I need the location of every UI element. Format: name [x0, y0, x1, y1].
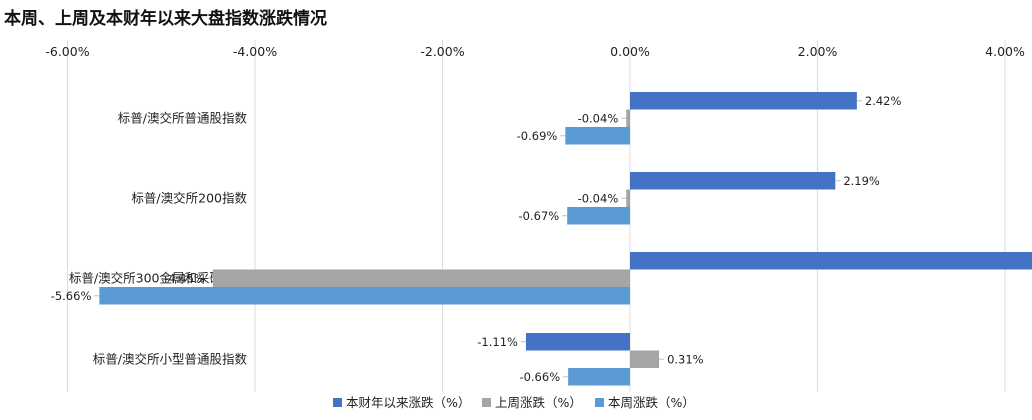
- bars: [99, 92, 1032, 386]
- legend-swatch: [333, 398, 342, 407]
- category-labels: 标普/澳交所普通股指数标普/澳交所200指数标普/澳交所300金属和采矿指数标普…: [69, 110, 248, 366]
- data-label: 2.42%: [865, 94, 902, 108]
- bar: [630, 172, 836, 190]
- data-label: 2.19%: [843, 174, 880, 188]
- x-tick-label: 4.00%: [985, 44, 1025, 59]
- x-tick-label: 0.00%: [610, 44, 650, 59]
- data-label: -5.66%: [51, 289, 92, 303]
- legend-swatch: [482, 398, 491, 407]
- bar: [212, 269, 630, 287]
- category-label: 标普/澳交所普通股指数: [118, 110, 248, 125]
- data-label: -0.04%: [578, 191, 619, 205]
- bar: [630, 350, 660, 368]
- bar: [626, 109, 630, 127]
- data-labels: 2.42%2.19%6.26%-1.11%-0.04%-0.04%-4.45%0…: [51, 94, 902, 384]
- category-label: 标普/澳交所300金属和采矿指数: [69, 270, 248, 285]
- legend-label: 上周涨跌（%）: [495, 395, 582, 410]
- category-label: 标普/澳交所200指数: [131, 190, 247, 205]
- x-tick-label: -6.00%: [45, 44, 89, 59]
- bar: [630, 92, 857, 110]
- bar: [525, 333, 630, 351]
- data-label: -0.66%: [519, 370, 560, 384]
- bar: [568, 368, 630, 386]
- bar: [567, 207, 630, 225]
- bar: [626, 189, 630, 207]
- data-label: -4.45%: [164, 271, 205, 285]
- data-label: 0.31%: [667, 352, 704, 366]
- legend-swatch: [595, 398, 604, 407]
- legend-label: 本财年以来涨跌（%）: [346, 395, 470, 410]
- legend: 本财年以来涨跌（%） 上周涨跌（%） 本周涨跌（%）: [333, 395, 695, 410]
- bar: [99, 287, 630, 305]
- bar: [565, 127, 630, 145]
- data-label: -0.04%: [578, 111, 619, 125]
- data-label: -0.69%: [517, 129, 558, 143]
- category-label: 标普/澳交所小型普通股指数: [93, 351, 248, 366]
- chart-title: 本周、上周及本财年以来大盘指数涨跌情况: [4, 9, 327, 29]
- x-tick-label: 2.00%: [798, 44, 838, 59]
- x-tick-label: -2.00%: [420, 44, 464, 59]
- data-label: -0.67%: [519, 209, 560, 223]
- bar: [630, 252, 1032, 270]
- data-label: -1.11%: [477, 335, 518, 349]
- x-axis-ticks: -8.00%-6.00%-4.00%-2.00%0.00%2.00%4.00%6…: [45, 44, 1025, 59]
- x-tick-label: -4.00%: [233, 44, 277, 59]
- legend-label: 本周涨跌（%）: [608, 395, 695, 410]
